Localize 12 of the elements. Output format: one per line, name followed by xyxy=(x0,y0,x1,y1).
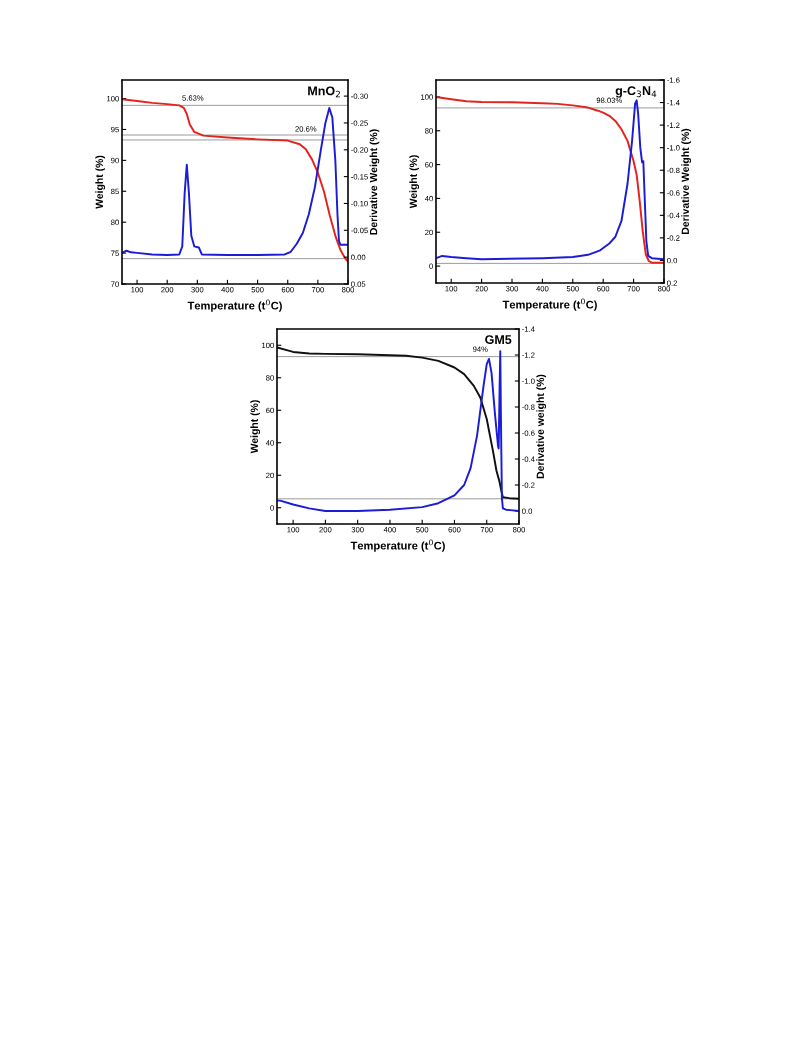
x-axis-title: Temperature (t$^{0}$C) xyxy=(502,298,597,311)
y2-axis-title: Derivative Weight (%) xyxy=(369,129,380,235)
y2-axis-title: Derivative Weight (%) xyxy=(681,128,692,234)
y-axis-title: Weight (%) xyxy=(250,400,261,454)
annotation: g-C$_{3}$N$_{4}$ xyxy=(615,86,657,98)
y-axis-title: Weight (%) xyxy=(409,155,420,209)
annotation: MnO$_{2}$ xyxy=(308,86,340,98)
y-axis-title: Weight (%) xyxy=(95,155,106,209)
x-axis-title: Temperature (t$^{0}$C) xyxy=(350,539,445,552)
annotation: GM5 xyxy=(485,335,512,345)
x-axis-title: Temperature (t$^{0}$C) xyxy=(187,299,282,312)
y2-axis-title: Derivative weight (%) xyxy=(536,374,547,479)
